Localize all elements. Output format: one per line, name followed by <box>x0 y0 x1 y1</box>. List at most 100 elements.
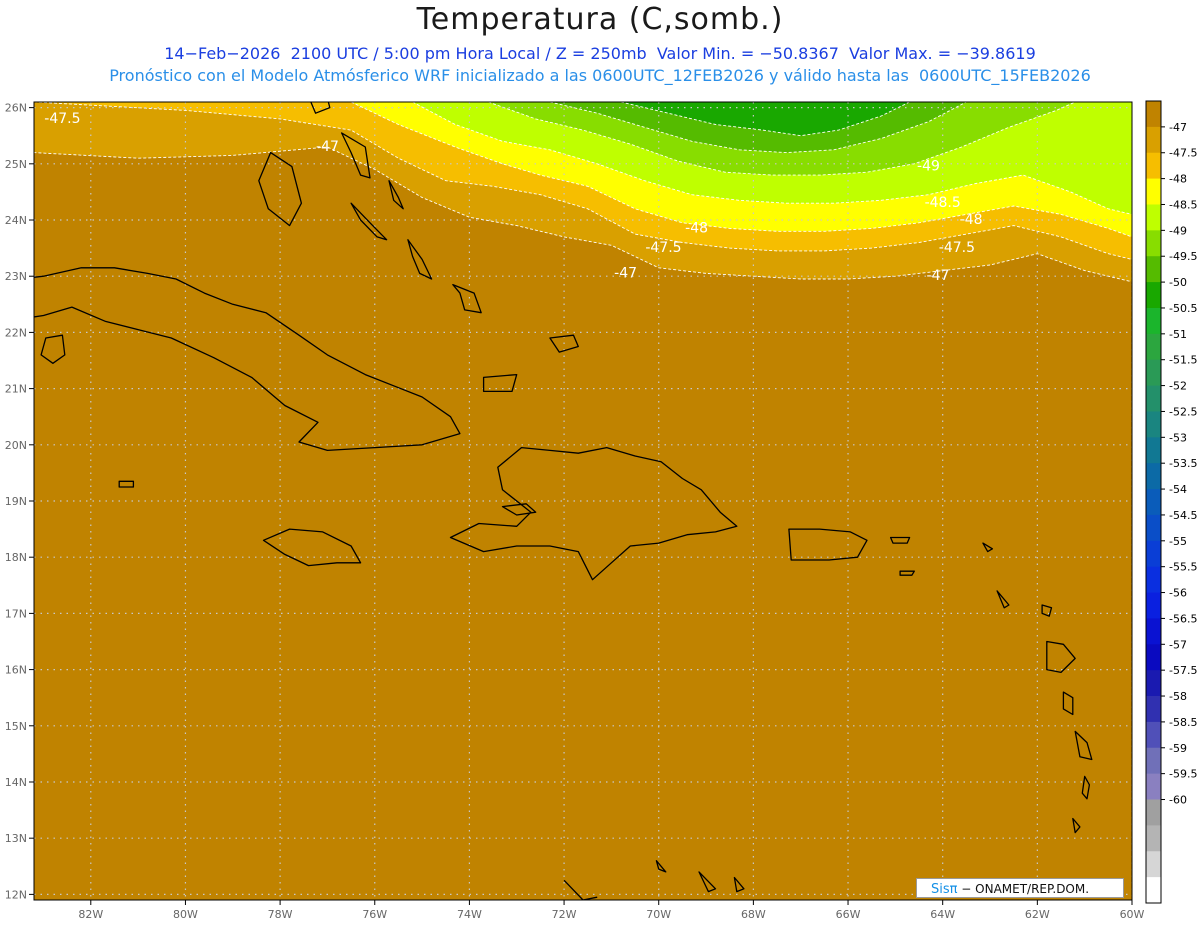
colorbar-label: -55.5 <box>1169 561 1197 574</box>
coastline-eleuthera <box>340 132 371 179</box>
colorbar-swatch <box>1146 385 1161 412</box>
coastline-acklins <box>452 283 482 314</box>
colorbar-label: -49.5 <box>1169 250 1197 263</box>
colorbar-swatch <box>1146 463 1161 490</box>
coastline-hispaniola <box>449 446 738 581</box>
lat-tick-label: 17N <box>5 607 27 620</box>
colorbar-label: -53 <box>1169 431 1187 444</box>
colorbar-label: -60 <box>1169 794 1187 807</box>
colorbar-label: -50.5 <box>1169 302 1197 315</box>
colorbar-swatch <box>1146 126 1161 154</box>
colorbar-swatch <box>1146 307 1161 335</box>
lon-tick-label: 72W <box>552 908 577 921</box>
colorbar-label: -53.5 <box>1169 457 1197 470</box>
colorbar-swatch <box>1146 851 1161 878</box>
colorbar-label: -55 <box>1169 535 1187 548</box>
coastline-andros <box>258 151 303 227</box>
lat-tick-label: 12N <box>5 888 27 901</box>
lat-tick-label: 24N <box>5 214 27 227</box>
coastline-isla-juventud <box>40 334 66 364</box>
coastline-gonave <box>501 503 537 516</box>
chart-title: Temperatura (C,somb.) <box>416 2 784 37</box>
colorbar-swatch <box>1146 204 1161 231</box>
coastline-dominica <box>1062 691 1074 716</box>
colorbar-label: -54 <box>1169 483 1187 496</box>
contour-label: -48 <box>960 212 983 228</box>
colorbar-label: -50 <box>1169 276 1187 289</box>
colorbar-label: -51 <box>1169 328 1187 341</box>
colorbar-swatch <box>1146 877 1161 904</box>
coastline-cuba <box>34 267 461 452</box>
colorbar-swatch <box>1146 696 1161 723</box>
colorbar-label: -48.5 <box>1169 198 1197 211</box>
temperature-field <box>34 102 1132 900</box>
contour-label: -47.5 <box>939 240 975 256</box>
coastline-cayman <box>118 480 135 488</box>
contour-label: -48 <box>685 220 708 236</box>
colorbar-label: -47.5 <box>1169 147 1197 160</box>
colorbar-swatch <box>1146 282 1161 309</box>
lon-tick-label: 64W <box>930 908 955 921</box>
coastline-st-lucia <box>1081 775 1091 800</box>
coastline-jamaica <box>262 528 362 567</box>
coastline-aruba <box>655 860 667 873</box>
colorbar-swatch <box>1146 359 1161 386</box>
coastline-guadeloupe <box>1046 640 1076 674</box>
colorbar-label: -58 <box>1169 690 1187 703</box>
credit-box: Sisπ − ONAMET/REP.DOM. <box>916 878 1124 898</box>
colorbar-swatch <box>1146 670 1161 697</box>
colorbar-swatch <box>1146 489 1161 516</box>
lon-tick-label: 62W <box>1025 908 1050 921</box>
lat-tick-label: 25N <box>5 158 27 171</box>
colorbar-swatch <box>1146 747 1161 775</box>
colorbar-swatch <box>1146 101 1161 128</box>
contour-label: -47.5 <box>645 240 681 256</box>
colorbar-label: -47 <box>1169 121 1187 134</box>
lon-tick-label: 78W <box>268 908 293 921</box>
coastline-grand-bahama <box>233 68 287 79</box>
coastline-venezuela-coast <box>563 879 598 900</box>
lat-tick-label: 21N <box>5 383 27 396</box>
coastlines <box>34 68 1093 900</box>
coastline-exuma <box>350 202 388 241</box>
colorbar-swatch <box>1146 540 1161 568</box>
colorbar-swatch <box>1146 256 1161 283</box>
contour-label: -47 <box>614 265 637 281</box>
coastline-st-kitts <box>996 590 1010 609</box>
contour-labels: -47.5-47-49-48.5-48-48-47.5 -47.5-47 -47 <box>44 111 982 284</box>
colorbar-label: -59 <box>1169 742 1187 755</box>
coastline-antigua <box>1041 604 1053 617</box>
colorbar-swatch <box>1146 566 1161 593</box>
coastline-curacao <box>698 871 717 893</box>
colorbar-swatch <box>1146 437 1161 464</box>
colorbar-swatch <box>1146 799 1161 826</box>
colorbar-label: -48 <box>1169 173 1187 186</box>
coastline-inagua <box>482 373 518 393</box>
lon-tick-label: 66W <box>836 908 861 921</box>
colorbar-swatch <box>1146 825 1161 852</box>
subtitle-line-1: 14−Feb−2026 2100 UTC / 5:00 pm Hora Loca… <box>164 44 1036 63</box>
colorbar-swatch <box>1146 411 1161 438</box>
colorbar-label: -57 <box>1169 638 1187 651</box>
colorbar-swatch <box>1146 230 1161 257</box>
colorbar-swatch <box>1146 514 1161 542</box>
contour-label: -47.5 <box>44 111 80 127</box>
colorbar-label: -54.5 <box>1169 509 1197 522</box>
colorbar-swatch <box>1146 333 1161 361</box>
contour-label: -49 <box>917 159 940 175</box>
colorbar-swatch <box>1146 721 1161 749</box>
lat-tick-label: 19N <box>5 495 27 508</box>
lon-tick-label: 82W <box>78 908 103 921</box>
coastline-virgin-islands <box>889 536 911 544</box>
lon-tick-label: 70W <box>646 908 671 921</box>
colorbar-label: -58.5 <box>1169 716 1197 729</box>
lon-tick-label: 80W <box>173 908 198 921</box>
colorbar-swatch <box>1146 592 1161 619</box>
lat-tick-label: 22N <box>5 326 27 339</box>
colorbar-swatch <box>1146 773 1161 800</box>
credit-brand: Sisπ <box>931 882 958 897</box>
credit-text: − ONAMET/REP.DOM. <box>957 882 1090 896</box>
lon-tick-label: 74W <box>457 908 482 921</box>
colorbar-label: -52 <box>1169 380 1187 393</box>
